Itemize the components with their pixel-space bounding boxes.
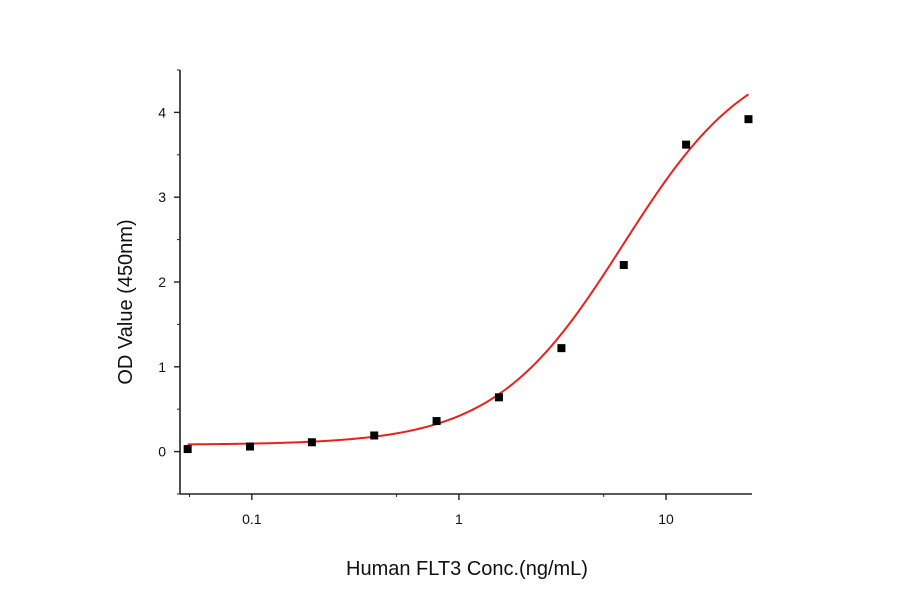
data-point bbox=[744, 115, 753, 124]
data-point bbox=[307, 438, 316, 447]
data-point bbox=[183, 445, 192, 454]
data-point bbox=[682, 140, 691, 149]
y-tick-label: 3 bbox=[158, 189, 166, 205]
tick-labels: 0 1 2 3 4 0.1 1 10 bbox=[158, 104, 674, 527]
data-points bbox=[183, 115, 753, 454]
data-point bbox=[246, 442, 255, 451]
x-tick-label: 10 bbox=[658, 511, 674, 527]
x-axis-title: Human FLT3 Conc.(ng/mL) bbox=[346, 558, 588, 580]
x-tick-label: 0.1 bbox=[242, 511, 262, 527]
y-tick-label: 4 bbox=[158, 104, 166, 120]
data-point bbox=[432, 417, 441, 426]
y-tick-label: 0 bbox=[158, 444, 166, 460]
y-tick-label: 2 bbox=[158, 274, 166, 290]
x-tick-label: 1 bbox=[455, 511, 463, 527]
y-axis-title: OD Value (450nm) bbox=[115, 219, 137, 384]
data-point bbox=[370, 431, 379, 440]
data-point bbox=[619, 261, 628, 270]
fit-curve-group bbox=[187, 93, 750, 446]
data-point bbox=[557, 344, 566, 353]
fit-curve bbox=[187, 93, 750, 446]
axes bbox=[174, 69, 752, 500]
y-tick-label: 1 bbox=[158, 359, 166, 375]
data-point bbox=[494, 393, 503, 402]
